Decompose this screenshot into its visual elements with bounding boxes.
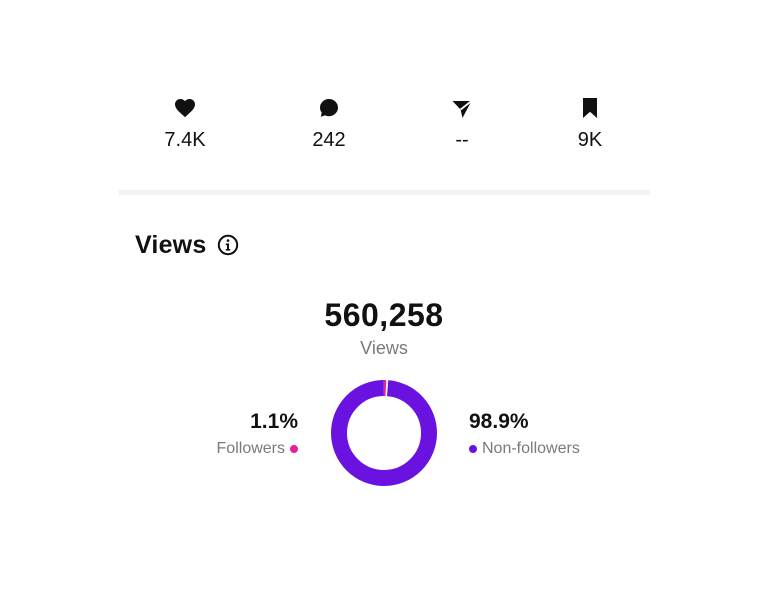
comments-stat[interactable]: 242: [279, 96, 379, 152]
views-total-label: Views: [360, 338, 408, 358]
views-donut-chart: [331, 380, 437, 486]
send-icon: [452, 100, 473, 118]
bookmark-icon: [583, 98, 597, 118]
info-icon[interactable]: [217, 234, 239, 256]
shares-stat[interactable]: --: [412, 96, 512, 152]
donut-segment-followers: [331, 380, 437, 486]
saves-count: 9K: [577, 129, 603, 151]
non-followers-percent: 98.9%: [469, 410, 529, 433]
views-title: Views: [135, 230, 207, 259]
followers-legend: Followers: [217, 438, 298, 460]
donut-segment-non-followers: [331, 380, 437, 486]
non-followers-breakdown: 98.9% Non-followers: [469, 408, 580, 460]
followers-label: Followers: [216, 440, 285, 457]
likes-stat[interactable]: 7.4K: [135, 96, 235, 152]
heart-icon: [175, 99, 195, 118]
views-total-number: 560,258: [324, 297, 444, 333]
engagement-stats: 7.4K 242 -- 9K: [119, 96, 649, 156]
followers-percent: 1.1%: [250, 410, 298, 433]
non-followers-legend: Non-followers: [469, 438, 580, 460]
non-followers-label: Non-followers: [482, 440, 580, 457]
followers-breakdown: 1.1% Followers: [217, 408, 298, 460]
comment-icon: [320, 99, 338, 117]
followers-dot: [290, 445, 298, 453]
views-total: 560,258 Views: [284, 296, 484, 359]
saves-stat[interactable]: 9K: [540, 96, 640, 152]
non-followers-dot: [469, 445, 477, 453]
shares-count: --: [455, 129, 469, 151]
views-header: Views: [135, 229, 239, 261]
comments-count: 242: [312, 129, 346, 151]
section-divider: [119, 190, 650, 195]
likes-count: 7.4K: [164, 129, 206, 151]
